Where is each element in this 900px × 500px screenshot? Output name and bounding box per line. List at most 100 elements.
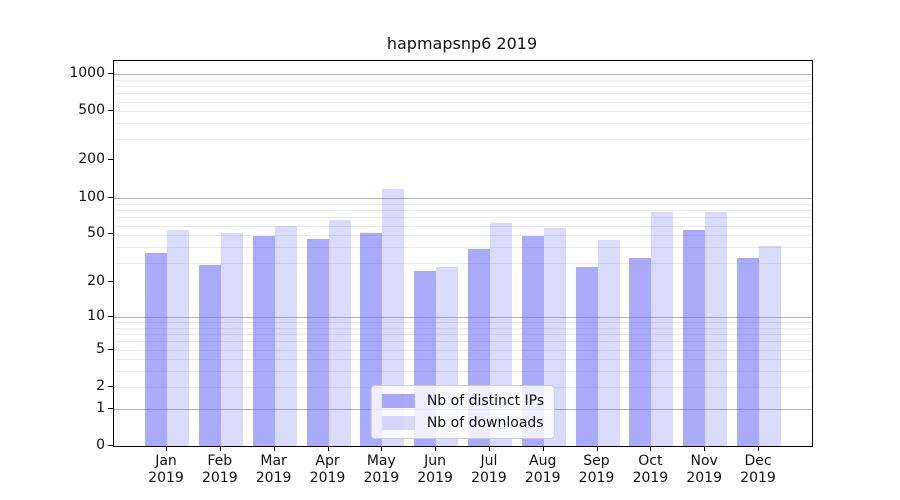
bar-downloads-apr [328,220,351,446]
x-tick-label-year: 2019 [686,470,722,486]
x-tick-label-year: 2019 [632,470,669,486]
x-tick-label: Sep 2019 [567,453,627,487]
x-tick-label-month: Dec [744,453,772,469]
gridline-minor [114,341,812,343]
bar-distinct-ips-jan [145,253,167,446]
x-tick-label-month: Apr [315,453,340,469]
gridline-major [114,73,812,75]
gridline-minor [114,203,812,205]
gridline-minor [114,359,812,361]
legend-row: Nb of downloads [381,415,544,431]
gridline-major [114,197,812,199]
y-tick-mark [108,385,113,387]
x-tick-mark [488,446,490,451]
y-tick-mark [108,445,113,446]
x-tick-mark [273,446,275,451]
gridline-minor [114,210,812,211]
bar-downloads-mar [274,226,297,446]
y-tick-mark [108,110,113,112]
y-tick-mark [108,233,113,235]
gridline-minor [114,217,812,219]
legend-label-downloads: Nb of downloads [426,415,544,431]
x-tick-label: Aug 2019 [513,453,573,487]
y-tick-label: 0 [96,437,105,453]
bar-distinct-ips-nov [683,230,706,446]
y-tick-label: 200 [78,151,105,168]
x-tick-label-month: Oct [638,453,663,469]
gridline-minor [114,235,812,237]
x-tick-label-year: 2019 [255,470,292,486]
x-tick-label: Jun 2019 [405,453,465,487]
bar-downloads-oct [651,212,674,446]
y-tick-mark [108,315,113,317]
x-tick-label-year: 2019 [524,470,561,486]
bar-downloads-nov [705,212,728,446]
x-tick-label-month: Nov [690,453,718,469]
legend-label-distinct-ips: Nb of distinct IPs [426,393,545,409]
bar-distinct-ips-feb [198,264,221,446]
x-tick-label-month: May [366,453,396,469]
y-tick-label: 2 [96,377,105,394]
x-tick-label-year: 2019 [417,470,453,486]
plot-area: Nb of distinct IPs Nb of downloads [113,60,813,447]
gridline-minor [114,138,812,140]
y-tick-label: 10 [87,307,105,324]
x-tick-label-year: 2019 [578,470,615,486]
y-tick-mark [108,407,113,409]
x-tick-mark [596,446,598,451]
bar-downloads-jan [167,230,189,446]
x-tick-mark [381,446,383,451]
legend-swatch-downloads [381,416,415,430]
y-tick-mark [108,72,113,74]
x-tick-label-month: Mar [260,453,287,469]
x-tick-label-month: Feb [207,453,233,469]
bar-distinct-ips-apr [306,238,329,446]
x-tick-label-year: 2019 [309,470,346,486]
gridline-minor [114,86,812,87]
gridline-minor [114,79,812,81]
gridline-major [114,316,812,318]
x-tick-mark [704,446,706,451]
y-tick-mark [108,159,113,161]
y-tick-label: 1000 [69,64,105,81]
y-tick-label: 100 [78,188,105,205]
bar-distinct-ips-oct [629,257,652,446]
x-tick-label: Dec 2019 [728,453,788,487]
x-tick-label-year: 2019 [740,470,776,486]
bar-downloads-may [382,189,405,446]
x-tick-label-month: Jun [424,453,447,469]
bar-distinct-ips-sep [575,266,598,446]
x-tick-label-year: 2019 [201,470,238,486]
x-tick-label-year: 2019 [471,470,507,486]
gridline-minor [114,349,812,351]
x-tick-label: Oct 2019 [620,453,680,487]
legend-swatch-distinct-ips [381,394,415,408]
x-tick-label-month: Jul [480,453,498,469]
gridline-minor [114,322,812,323]
x-tick-label-month: Aug [529,453,557,469]
y-tick-label: 50 [87,225,105,242]
bar-distinct-ips-dec [737,257,759,446]
gridline-minor [114,225,812,227]
y-tick-mark [108,196,113,198]
gridline-minor [114,123,812,125]
bar-downloads-dec [759,246,781,446]
x-tick-label: Apr 2019 [298,453,358,487]
x-tick-label-year: 2019 [148,470,184,486]
legend-row: Nb of distinct IPs [381,393,545,409]
x-tick-mark [327,446,329,451]
x-tick-label-month: Jan [155,453,177,469]
x-tick-mark [758,446,759,451]
x-tick-mark [650,446,652,451]
y-tick-label: 5 [96,340,105,357]
x-tick-mark [542,446,544,451]
gridline-minor [114,247,812,249]
bar-downloads-feb [220,233,243,446]
x-tick-mark [435,446,437,451]
x-tick-label: Jan 2019 [136,453,196,487]
y-tick-label: 20 [87,273,105,289]
gridline-minor [114,198,812,199]
x-tick-label: May 2019 [351,453,411,487]
y-tick-mark [108,348,113,350]
